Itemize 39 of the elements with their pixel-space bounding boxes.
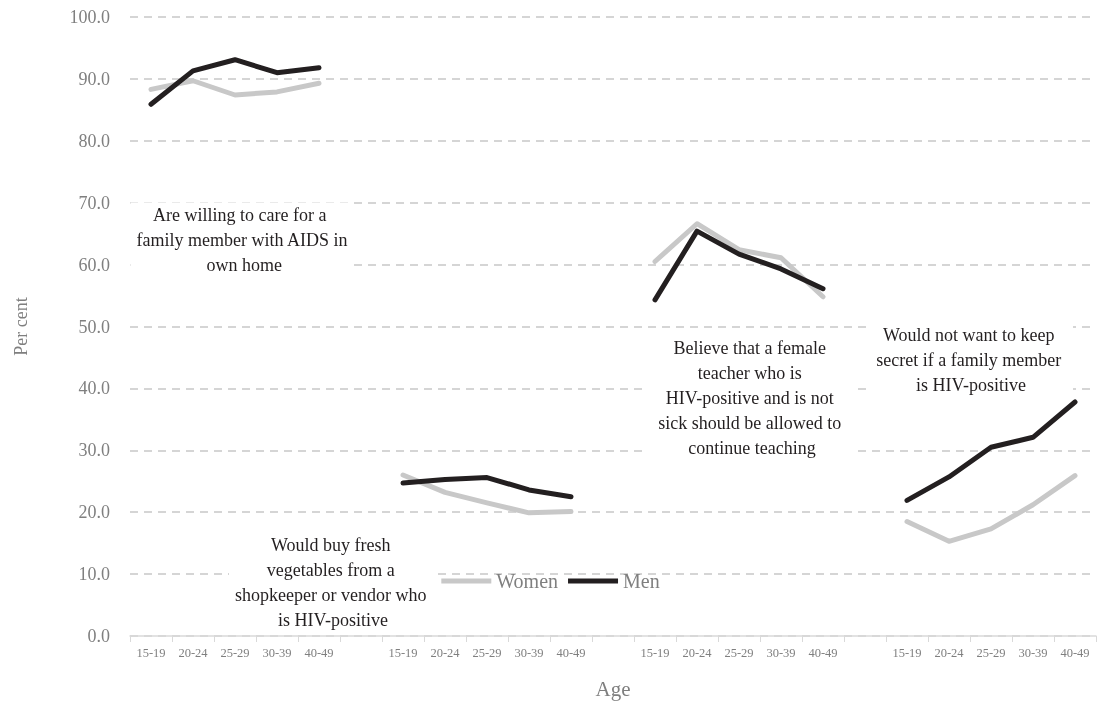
x-tick-label: 20-24 [430,645,461,660]
annotation: Would not want to keep secret if a family member is HIV-positive [876,325,1066,395]
y-tick-label: 0.0 [87,626,110,646]
y-tick-label: 80.0 [78,130,110,151]
y-tick-label: 100.0 [69,7,110,27]
y-tick-label: 20.0 [78,502,110,523]
x-tick-label: 30-39 [1018,645,1048,660]
x-tick-label: 20-24 [682,645,713,660]
y-tick-label: 90.0 [78,68,110,89]
x-tick-label: 15-19 [136,645,166,660]
x-tick-label: 25-29 [220,645,250,660]
y-axis-title: Per cent [11,297,31,356]
x-tick-label: 40-49 [1060,645,1090,660]
legend-label: Men [623,570,660,592]
x-tick-label: 40-49 [808,645,838,660]
annotation: Believe that a female teacher who is HIV-positive and is not sick should be allowed to continue teaching [658,338,846,458]
x-tick-label: 15-19 [388,645,418,660]
annotation: Are willing to care for a family member with AIDS in own home [136,205,348,275]
y-tick-label: 50.0 [78,316,110,337]
x-tick-label: 20-24 [934,645,965,660]
y-tick-label: 10.0 [78,564,110,585]
x-tick-label: 40-49 [304,645,334,660]
y-tick-label: 30.0 [78,440,110,461]
x-tick-label: 25-29 [472,645,502,660]
y-tick-label: 70.0 [78,192,110,213]
x-axis-title: Age [595,676,631,701]
x-tick-label: 15-19 [640,645,670,660]
annotation: Would buy fresh vegetables from a shopkeeper or vendor who is HIV-positive [235,534,431,630]
x-tick-label: 30-39 [766,645,796,660]
y-tick-label: 60.0 [78,254,110,275]
x-tick-label: 25-29 [724,645,754,660]
x-tick-label: 25-29 [976,645,1006,660]
x-tick-label: 30-39 [514,645,544,660]
x-tick-label: 20-24 [178,645,209,660]
x-tick-label: 15-19 [892,645,922,660]
legend-label: Women [496,570,559,592]
x-tick-label: 30-39 [262,645,292,660]
x-tick-label: 40-49 [556,645,586,660]
y-tick-label: 40.0 [78,378,110,399]
